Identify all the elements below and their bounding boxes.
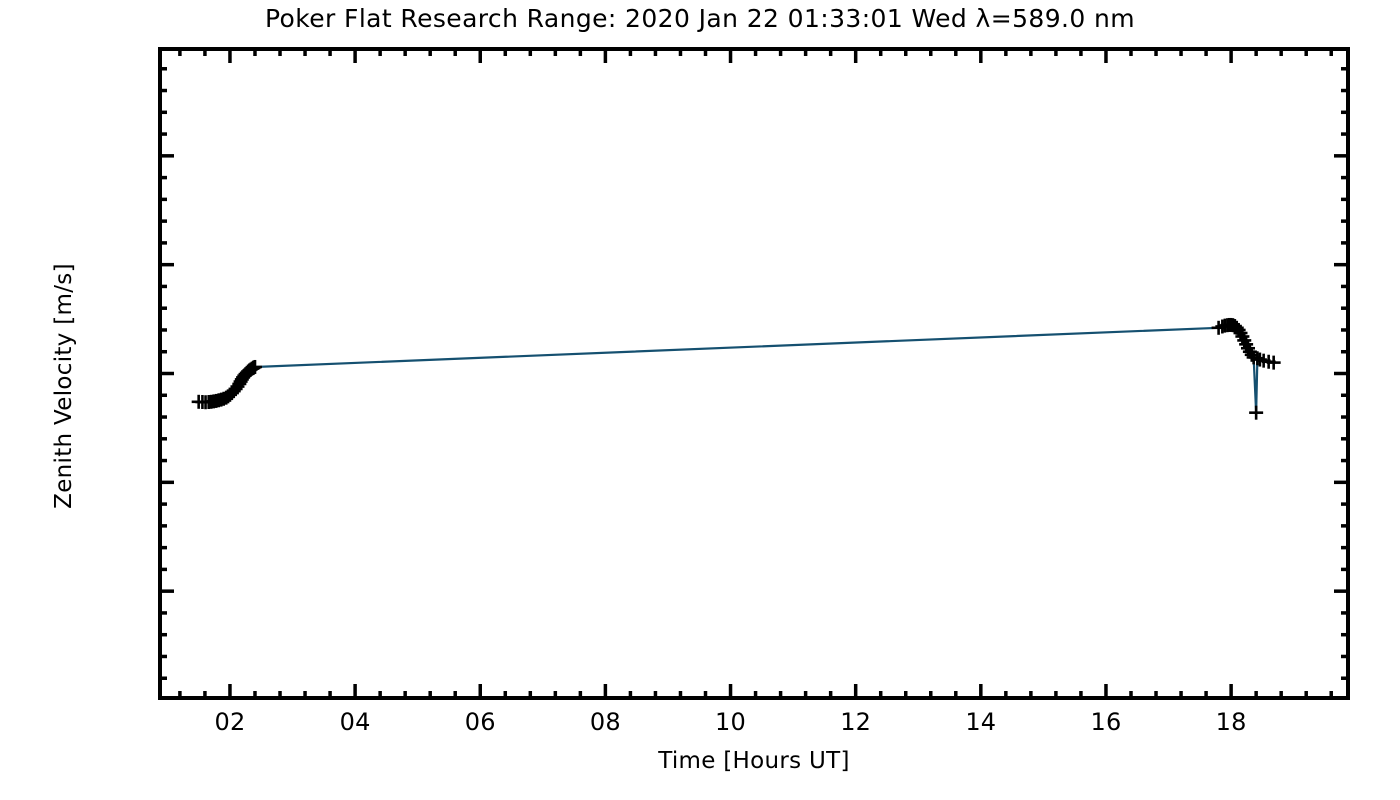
x-tick-label: 06	[464, 708, 496, 736]
data-point-marker	[1249, 405, 1264, 420]
data-point-marker	[1266, 355, 1281, 370]
plot-area	[158, 47, 1350, 700]
x-tick-label: 12	[840, 708, 872, 736]
axes-frame	[158, 47, 1350, 700]
x-tick-label: 16	[1090, 708, 1122, 736]
data-point-marker	[247, 359, 262, 374]
x-tick-label: 08	[589, 708, 621, 736]
x-tick-label: 14	[965, 708, 997, 736]
data-point-marker	[1250, 351, 1265, 366]
data-markers	[191, 317, 1281, 420]
x-tick-label: 10	[715, 708, 746, 736]
chart-title: Poker Flat Research Range: 2020 Jan 22 0…	[264, 4, 1136, 33]
axis-ticks	[160, 47, 1348, 700]
x-tick-label: 02	[214, 708, 246, 736]
x-tick-label: 04	[339, 708, 371, 736]
x-axis-label: Time [Hours UT]	[658, 748, 850, 774]
data-line	[197, 323, 1275, 414]
x-tick-label: 18	[1215, 708, 1247, 736]
plot-canvas	[158, 47, 1350, 700]
